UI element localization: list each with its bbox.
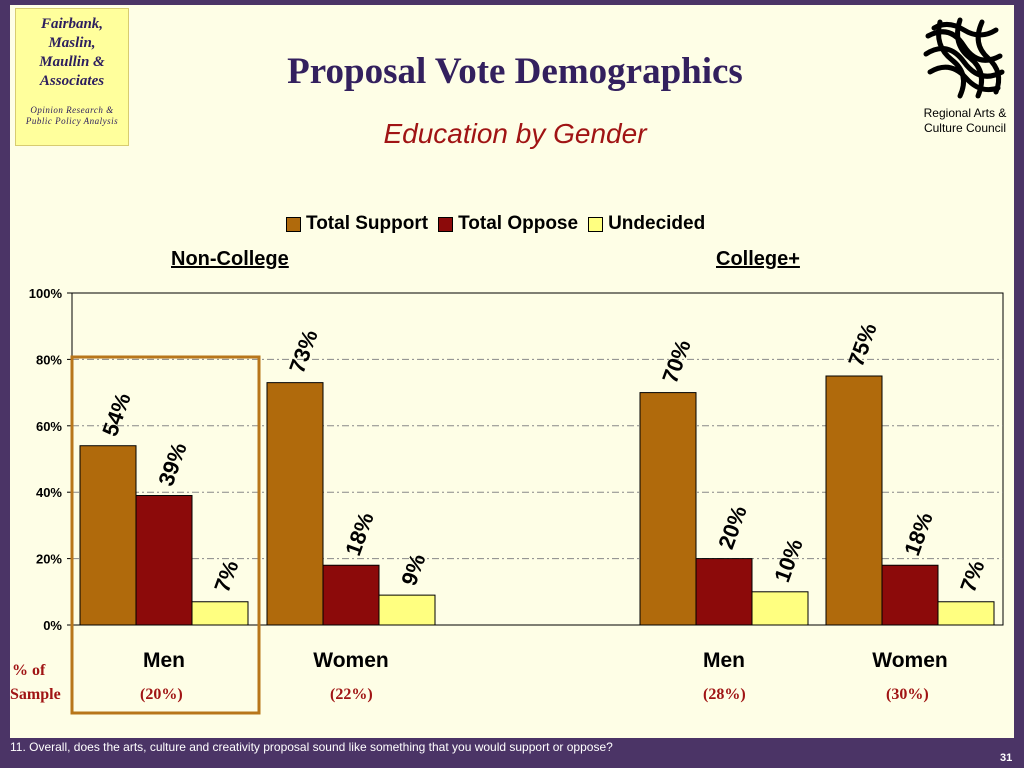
regional-arts-logo-line: Culture Council	[923, 121, 1007, 135]
legend-item-undecided: Undecided	[588, 213, 705, 235]
bar	[378, 594, 436, 626]
legend-swatch-support	[286, 216, 301, 232]
footnote: 11. Overall, does the arts, culture and …	[10, 740, 613, 754]
sample-pct-women-college: (30%)	[886, 686, 929, 703]
fmma-firm-line: Maslin,	[48, 35, 96, 51]
fmma-tagline: Opinion Research & Public Policy Analysi…	[16, 105, 128, 127]
legend-item-oppose: Total Oppose	[438, 213, 578, 235]
x-category-label: Women	[313, 649, 388, 672]
page-number: 31	[1000, 752, 1013, 764]
group-label-non-college: Non-College	[171, 248, 289, 270]
highlight-box	[70, 355, 261, 715]
bar	[79, 445, 137, 626]
regional-arts-lattice-logo-icon	[923, 17, 1005, 99]
fmma-firm-line: Fairbank,	[40, 16, 104, 32]
regional-arts-logo-line: Regional Arts &	[923, 106, 1007, 120]
legend-swatch-oppose	[438, 216, 454, 232]
y-tick-label: 40%	[36, 485, 62, 500]
fmma-logo: Fairbank, Maslin, Maullin & Associates O…	[15, 8, 129, 146]
sample-row-label-line1: % of	[12, 662, 46, 679]
legend-label-undecided: Undecided	[608, 213, 706, 234]
bar	[135, 495, 193, 626]
sample-pct-men-non-college: (20%)	[140, 686, 183, 703]
chart-legend: Total Support Total Oppose Undecided	[286, 212, 715, 236]
sample-row-label-line2: Sample	[10, 686, 61, 703]
y-tick-label: 80%	[36, 352, 62, 367]
y-tick-label: 20%	[36, 552, 62, 567]
bar	[639, 392, 697, 626]
fmma-firm-line: Associates	[39, 73, 105, 89]
sample-pct-men-college: (28%)	[703, 686, 746, 703]
slide-title: Proposal Vote Demographics	[287, 51, 743, 92]
slide-subtitle: Education by Gender	[383, 118, 647, 149]
fmma-tagline-line: Opinion Research &	[30, 105, 114, 115]
bar	[191, 601, 249, 626]
y-tick-label: 60%	[36, 419, 62, 434]
fmma-firm-name: Fairbank, Maslin, Maullin & Associates	[16, 15, 128, 91]
x-category-label: Men	[703, 649, 745, 672]
bar-chart: 0%20%40%60%80%100%54%39%7%Men73%18%9%Wom…	[29, 286, 1004, 715]
legend-label-support: Total Support	[306, 213, 429, 234]
bar	[266, 382, 324, 626]
bar	[695, 558, 753, 626]
bar	[751, 591, 809, 626]
x-category-label: Women	[872, 649, 947, 672]
bar	[937, 601, 995, 626]
regional-arts-logo-text: Regional Arts & Culture Council	[905, 106, 1024, 136]
legend-label-oppose: Total Oppose	[458, 213, 579, 234]
fmma-tagline-line: Public Policy Analysis	[25, 116, 119, 126]
bar	[881, 564, 939, 626]
fmma-firm-line: Maullin &	[39, 54, 105, 70]
bar	[825, 375, 883, 626]
bar	[322, 564, 380, 626]
y-tick-label: 0%	[43, 618, 62, 633]
y-tick-label: 100%	[29, 286, 63, 301]
legend-swatch-undecided	[588, 216, 604, 232]
group-label-college: College+	[716, 248, 800, 270]
legend-item-support: Total Support	[286, 213, 428, 235]
sample-pct-women-non-college: (22%)	[330, 686, 373, 703]
x-category-label: Men	[143, 649, 185, 672]
